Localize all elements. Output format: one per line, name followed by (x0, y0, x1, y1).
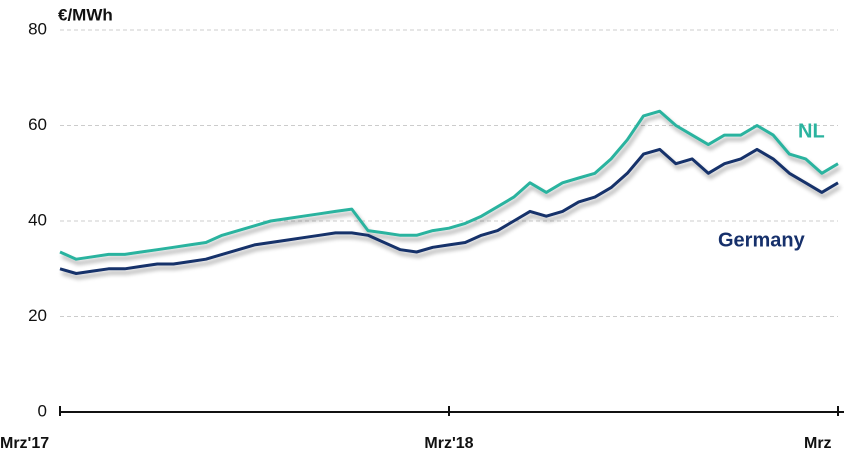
y-tick-label: 60 (28, 115, 47, 134)
x-tick-label: Mrz'17 (0, 435, 49, 452)
y-tick-label: 20 (28, 306, 47, 325)
x-tick-label: Mrz'18 (424, 435, 473, 452)
series-line (59, 147, 839, 275)
y-tick-label: 80 (28, 19, 47, 38)
legend-label: Germany (718, 229, 806, 251)
series-line (59, 109, 839, 261)
y-tick-label: 0 (38, 401, 47, 420)
x-tick-label: Mrz (804, 435, 832, 452)
y-axis-label: €/MWh (58, 5, 113, 24)
legend-label: NL (798, 120, 825, 142)
y-tick-label: 40 (28, 210, 47, 229)
